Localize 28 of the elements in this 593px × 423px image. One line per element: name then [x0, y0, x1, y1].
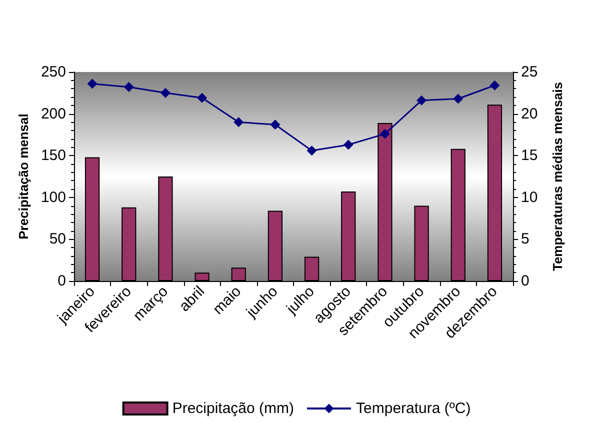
y-tick-label: 100	[40, 188, 66, 206]
y-tick-label: 150	[40, 147, 66, 164]
point	[490, 80, 500, 90]
y-axis-title: Precipitação mensal	[16, 114, 32, 240]
point	[380, 128, 390, 139]
y-tick-label: 0	[58, 272, 66, 290]
legend-label: Temperatura (ºC)	[356, 400, 471, 417]
y2-tick-label: 10	[521, 188, 538, 206]
point	[453, 94, 464, 104]
point	[160, 88, 170, 98]
y2-tick-label: 25	[521, 64, 538, 80]
y-tick-label: 250	[40, 64, 66, 80]
y-tick-label: 200	[40, 105, 66, 122]
y2-tick-label: 5	[521, 230, 530, 248]
point	[124, 82, 134, 92]
legend-label: Precipitação (mm)	[172, 400, 294, 417]
point	[87, 78, 98, 89]
point	[234, 117, 244, 128]
point	[306, 146, 317, 156]
y-tick-label: 50	[49, 230, 66, 248]
y2-tick-label: 15	[521, 147, 538, 164]
y2-axis-title: Temperaturas médias mensais	[550, 82, 565, 272]
point	[343, 140, 354, 150]
point	[270, 120, 280, 130]
y2-tick-label: 20	[521, 105, 538, 122]
point	[197, 92, 208, 103]
y2-tick-label: 0	[521, 272, 530, 290]
point	[416, 95, 427, 106]
